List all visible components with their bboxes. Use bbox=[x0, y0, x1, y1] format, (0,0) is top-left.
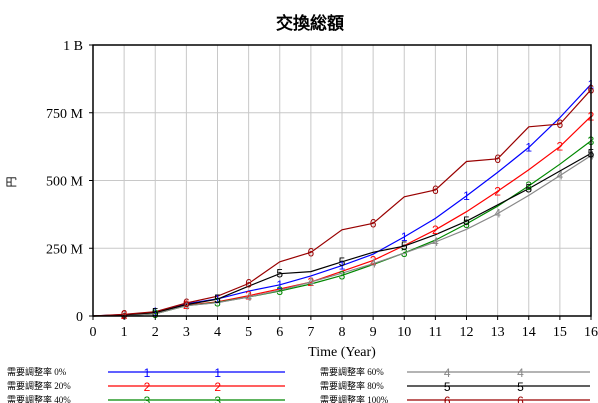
x-tick-label: 0 bbox=[90, 325, 97, 340]
x-tick-label: 8 bbox=[339, 325, 346, 340]
chart-title: 交換総額 bbox=[276, 13, 344, 34]
legend-marker-4: 4 bbox=[517, 366, 524, 380]
series-point-3: 3 bbox=[525, 179, 532, 193]
x-tick-label: 15 bbox=[553, 325, 567, 340]
x-tick-label: 1 bbox=[121, 325, 128, 340]
series-point-5: 5 bbox=[276, 267, 283, 281]
x-tick-label: 2 bbox=[152, 325, 159, 340]
legend-marker-1: 1 bbox=[144, 366, 151, 380]
series-point-3: 3 bbox=[214, 295, 221, 309]
series-point-3: 3 bbox=[152, 307, 159, 321]
series-point-5: 5 bbox=[339, 255, 346, 269]
x-axis-label: Time (Year) bbox=[308, 345, 376, 360]
x-tick-label: 9 bbox=[370, 325, 377, 340]
legend-marker-5: 5 bbox=[444, 380, 451, 394]
series-point-2: 2 bbox=[245, 289, 252, 303]
legend-label-3: 需要調整率 40% bbox=[7, 394, 71, 403]
y-axis-label: 円 bbox=[6, 177, 18, 188]
series-point-3: 3 bbox=[276, 284, 283, 298]
series-point-6: 6 bbox=[245, 276, 252, 290]
series-point-2: 2 bbox=[494, 184, 501, 198]
series-point-6: 6 bbox=[121, 307, 128, 321]
legend-label-6: 需要調整率 100% bbox=[320, 394, 389, 403]
legend-marker-4: 4 bbox=[444, 366, 451, 380]
series-point-2: 2 bbox=[432, 223, 439, 237]
legend-marker-2: 2 bbox=[214, 380, 221, 394]
series-point-1: 1 bbox=[276, 278, 283, 292]
legend-marker-2: 2 bbox=[144, 380, 151, 394]
series-line-5 bbox=[92, 152, 592, 317]
legend-marker-6: 6 bbox=[517, 394, 524, 403]
x-tick-label: 14 bbox=[522, 325, 536, 340]
series-point-2: 2 bbox=[370, 253, 377, 267]
legend-marker-3: 3 bbox=[144, 394, 151, 403]
grid bbox=[93, 45, 591, 316]
series-point-5: 5 bbox=[401, 239, 408, 253]
series-line-1 bbox=[92, 83, 592, 317]
series-point-6: 6 bbox=[308, 245, 315, 259]
legend-marker-1: 1 bbox=[214, 366, 221, 380]
series-point-4: 4 bbox=[245, 290, 252, 304]
series-point-5: 5 bbox=[463, 214, 470, 228]
series-point-3: 3 bbox=[339, 268, 346, 282]
series-point-4: 4 bbox=[308, 275, 315, 289]
legend-label-5: 需要調整率 80% bbox=[320, 380, 384, 391]
series-point-4: 4 bbox=[183, 299, 190, 313]
series-point-4: 4 bbox=[432, 235, 439, 249]
x-axis-ticks: 0 1 2 3 4 5 6 7 8 9 10 11 12 13 14 15 16 bbox=[90, 316, 598, 340]
x-tick-label: 11 bbox=[429, 325, 442, 340]
series-point-6: 6 bbox=[557, 117, 564, 131]
legend-label-4: 需要調整率 60% bbox=[320, 366, 384, 377]
x-tick-label: 6 bbox=[276, 325, 283, 340]
series-point-1: 1 bbox=[401, 230, 408, 244]
x-tick-label: 13 bbox=[491, 325, 505, 340]
y-tick-label: 1 B bbox=[63, 39, 83, 54]
series-lines bbox=[92, 83, 592, 317]
legend-marker-5: 5 bbox=[517, 380, 524, 394]
x-tick-label: 7 bbox=[307, 325, 314, 340]
legend-label-1: 需要調整率 0% bbox=[7, 366, 67, 377]
series-markers: 1111111122222222233333333444444444555555… bbox=[121, 77, 595, 322]
series-line-6 bbox=[92, 89, 592, 317]
series-point-4: 4 bbox=[370, 257, 377, 271]
y-tick-label: 250 M bbox=[46, 242, 84, 257]
series-point-5: 5 bbox=[214, 292, 221, 306]
y-axis-ticks: 0 250 M 500 M 750 M 1 B bbox=[46, 39, 93, 325]
series-point-3: 3 bbox=[463, 217, 470, 231]
series-point-4: 4 bbox=[494, 207, 501, 221]
series-point-1: 1 bbox=[463, 189, 470, 203]
legend-marker-3: 3 bbox=[214, 394, 221, 403]
series-point-4: 4 bbox=[557, 169, 564, 183]
series-point-2: 2 bbox=[183, 298, 190, 312]
y-tick-label: 0 bbox=[76, 310, 83, 325]
series-point-5: 5 bbox=[525, 182, 532, 196]
y-tick-label: 500 M bbox=[46, 175, 84, 190]
series-line-4 bbox=[92, 155, 592, 317]
x-tick-label: 4 bbox=[214, 325, 221, 340]
series-point-2: 2 bbox=[121, 308, 128, 322]
series-point-1: 1 bbox=[339, 259, 346, 273]
series-point-1: 1 bbox=[525, 140, 532, 154]
series-point-1: 1 bbox=[214, 292, 221, 306]
series-point-6: 6 bbox=[494, 152, 501, 166]
y-tick-label: 750 M bbox=[46, 107, 84, 122]
x-tick-label: 3 bbox=[183, 325, 190, 340]
series-point-6: 6 bbox=[183, 296, 190, 310]
legend: 需要調整率 0% 1 1 需要調整率 20% 2 2 需要調整率 40% 3 3 需要調整率 60… bbox=[7, 366, 590, 403]
x-tick-label: 16 bbox=[584, 325, 598, 340]
series-point-6: 6 bbox=[370, 216, 377, 230]
series-point-2: 2 bbox=[557, 140, 564, 154]
series-point-1: 1 bbox=[152, 305, 159, 319]
series-point-3: 3 bbox=[401, 246, 408, 260]
x-tick-label: 12 bbox=[460, 325, 474, 340]
series-point-6: 6 bbox=[432, 183, 439, 197]
series-point-5: 5 bbox=[152, 305, 159, 319]
x-tick-label: 10 bbox=[397, 325, 411, 340]
legend-label-2: 需要調整率 20% bbox=[7, 380, 71, 391]
series-point-2: 2 bbox=[308, 275, 315, 289]
x-tick-label: 5 bbox=[245, 325, 252, 340]
legend-marker-6: 6 bbox=[444, 394, 451, 403]
